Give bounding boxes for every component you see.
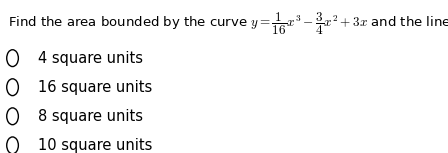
Text: 16 square units: 16 square units bbox=[38, 80, 152, 95]
Text: 4 square units: 4 square units bbox=[38, 51, 143, 66]
Text: 10 square units: 10 square units bbox=[38, 138, 152, 153]
Text: 8 square units: 8 square units bbox=[38, 109, 143, 124]
Text: Find the area bounded by the curve $y = \dfrac{1}{16}x^3 - \dfrac{3}{4}x^2 + 3x$: Find the area bounded by the curve $y = … bbox=[8, 11, 448, 37]
